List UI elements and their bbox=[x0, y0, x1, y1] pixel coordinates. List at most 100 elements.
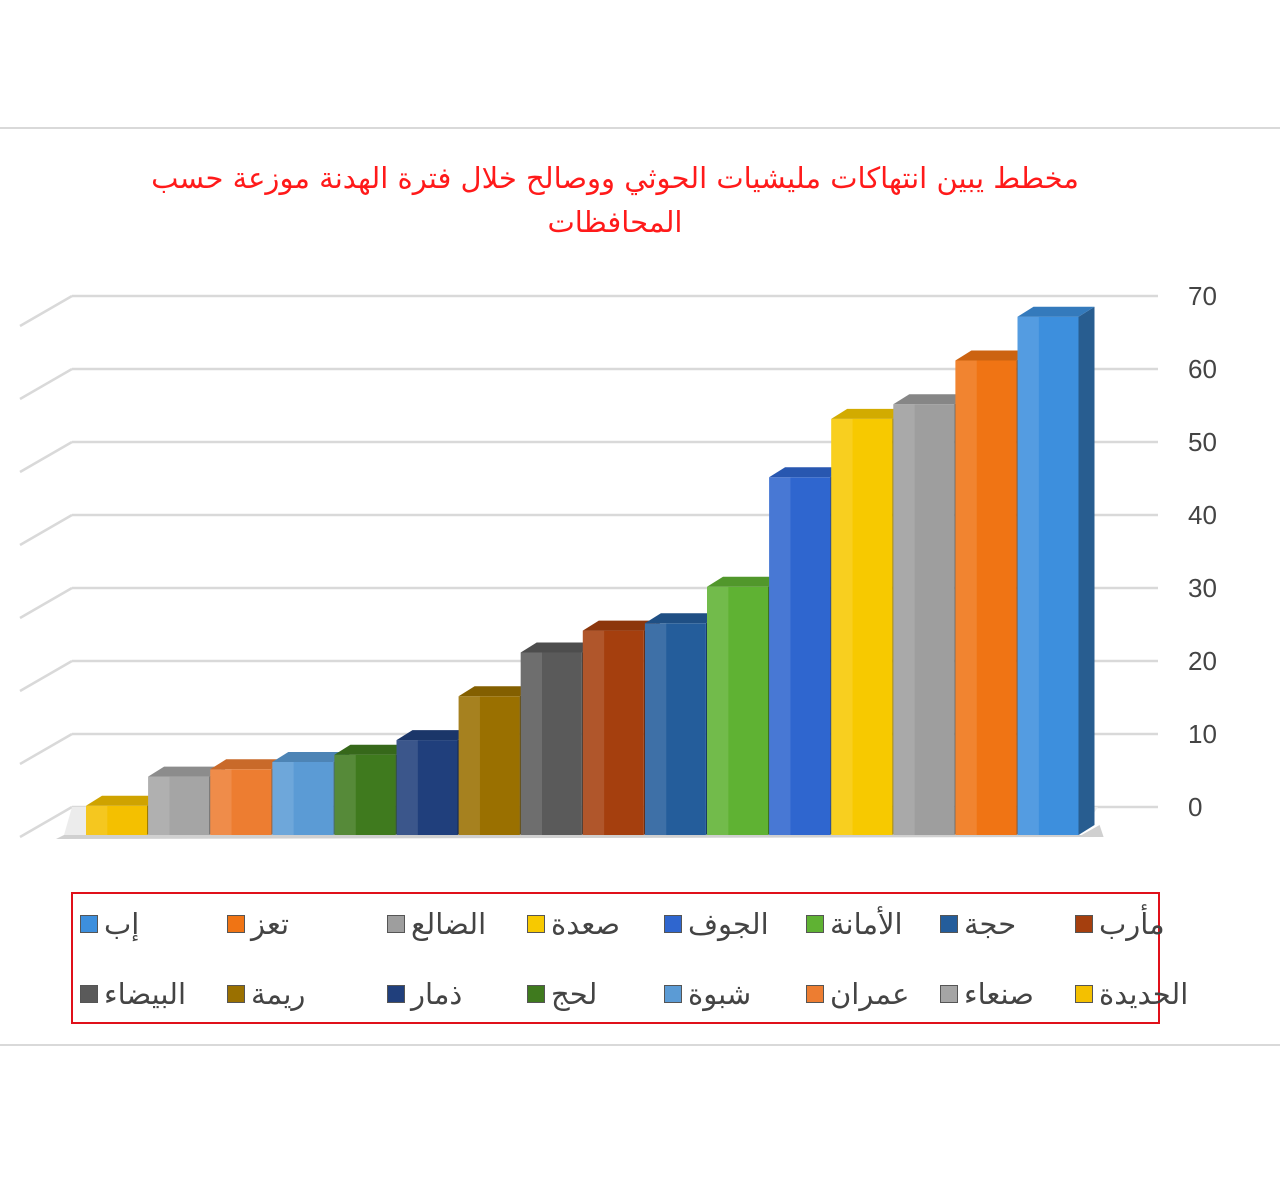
bar-8 bbox=[520, 642, 598, 835]
legend-label: ريمة bbox=[251, 977, 306, 1011]
bar-top bbox=[893, 394, 971, 405]
legend-swatch bbox=[806, 915, 824, 933]
bar-top bbox=[769, 467, 847, 478]
bar-top bbox=[334, 744, 412, 755]
bar-front bbox=[644, 623, 706, 835]
legend-label: إب bbox=[104, 907, 140, 941]
bar-top bbox=[148, 766, 226, 777]
bar-highlight bbox=[86, 805, 108, 835]
bar-front bbox=[520, 652, 582, 835]
side-gridline bbox=[19, 440, 73, 474]
legend-swatch bbox=[387, 985, 405, 1003]
y-tick-label: 60 bbox=[1188, 354, 1217, 384]
legend-label: الحديدة bbox=[1099, 977, 1189, 1011]
bar-top bbox=[582, 620, 660, 631]
bar-highlight bbox=[458, 696, 480, 835]
bar-top bbox=[831, 408, 909, 419]
legend-label: الضالع bbox=[411, 907, 487, 941]
legend-swatch bbox=[80, 985, 98, 1003]
bar-chart: 0 10 20 30 40 50 60 70 bbox=[19, 281, 1217, 839]
bar-top bbox=[396, 730, 474, 741]
legend-item: عمران bbox=[806, 974, 909, 1014]
bar-top bbox=[458, 686, 536, 697]
bar-highlight bbox=[644, 623, 667, 835]
bar-2 bbox=[148, 766, 226, 835]
legend-label: صنعاء bbox=[964, 977, 1034, 1011]
legend-item: ذمار bbox=[387, 974, 462, 1014]
bar-5 bbox=[334, 744, 412, 835]
legend-swatch bbox=[227, 915, 245, 933]
legend-item: مأرب bbox=[1075, 904, 1165, 944]
legend-item: الحديدة bbox=[1075, 974, 1188, 1014]
y-tick-label: 40 bbox=[1188, 500, 1217, 530]
side-gridline bbox=[19, 805, 73, 839]
chart-legend: الحديدة صنعاء عمران شبوة لحج ذمار ريمة البيضاء م… bbox=[71, 892, 1188, 1024]
bar-highlight bbox=[831, 418, 853, 835]
legend-label: ذمار bbox=[411, 977, 463, 1011]
legend-swatch bbox=[940, 985, 958, 1003]
legend-item: لحج bbox=[527, 974, 597, 1014]
bar-highlight bbox=[707, 586, 729, 835]
legend-item: حجة bbox=[940, 904, 1016, 944]
bottom-frame-line bbox=[0, 1044, 1280, 1046]
top-frame-line bbox=[0, 127, 1280, 129]
bar-top bbox=[1017, 306, 1095, 317]
y-tick-label: 10 bbox=[1188, 719, 1217, 749]
legend-swatch bbox=[940, 915, 958, 933]
bar-highlight bbox=[334, 754, 356, 835]
legend-label: تعز bbox=[251, 907, 290, 941]
bar-side bbox=[1078, 306, 1095, 835]
bar-front bbox=[210, 769, 272, 835]
bar-top bbox=[520, 642, 598, 653]
legend-swatch bbox=[806, 985, 824, 1003]
y-tick-label: 20 bbox=[1188, 646, 1217, 676]
bar-highlight bbox=[396, 740, 418, 835]
legend-swatch bbox=[227, 985, 245, 1003]
legend-swatch bbox=[1075, 985, 1093, 1003]
legend-label: مأرب bbox=[1099, 907, 1165, 941]
legend-label: عمران bbox=[830, 977, 910, 1011]
legend-swatch bbox=[527, 985, 545, 1003]
legend-item: صنعاء bbox=[940, 974, 1034, 1014]
side-gridline bbox=[19, 659, 73, 693]
legend-item: صعدة bbox=[527, 904, 620, 944]
y-tick-label: 70 bbox=[1188, 281, 1217, 311]
chart-title: مخطط يبين انتهاكات مليشيات الحوثي ووصالح… bbox=[151, 161, 1079, 239]
bar-top bbox=[210, 759, 288, 770]
bar-highlight bbox=[1017, 316, 1039, 835]
legend-swatch bbox=[80, 915, 98, 933]
bar-front bbox=[831, 418, 893, 835]
side-gridline bbox=[19, 294, 73, 328]
bar-highlight bbox=[582, 630, 605, 835]
bar-highlight bbox=[272, 762, 294, 835]
legend-item: شبوة bbox=[664, 974, 751, 1014]
bar-top bbox=[272, 752, 350, 762]
y-tick-label: 0 bbox=[1188, 792, 1202, 822]
side-gridline bbox=[19, 513, 73, 547]
bar-front bbox=[396, 740, 458, 835]
side-gridline bbox=[19, 586, 73, 620]
legend-swatch bbox=[527, 915, 545, 933]
side-gridline bbox=[19, 367, 73, 401]
legend-item: الضالع bbox=[387, 904, 486, 944]
bar-front bbox=[1017, 316, 1079, 835]
y-tick-label: 30 bbox=[1188, 573, 1217, 603]
bar-front bbox=[707, 586, 768, 835]
legend-item: الأمانة bbox=[806, 904, 903, 944]
legend-swatch bbox=[1075, 915, 1093, 933]
bar-16 bbox=[1017, 306, 1095, 835]
bar-front bbox=[334, 754, 396, 835]
side-gridline bbox=[19, 732, 73, 766]
legend-label: الأمانة bbox=[830, 907, 903, 941]
legend-item: الجوف bbox=[664, 904, 769, 944]
bar-highlight bbox=[148, 776, 170, 835]
legend-item: البيضاء bbox=[80, 974, 186, 1014]
legend-swatch bbox=[664, 915, 682, 933]
floor-edge bbox=[56, 825, 1104, 839]
legend-swatch bbox=[387, 915, 405, 933]
bar-highlight bbox=[520, 652, 543, 835]
bar-highlight bbox=[955, 360, 977, 835]
bar-top bbox=[86, 795, 163, 806]
bar-front bbox=[148, 776, 210, 835]
legend-item: تعز bbox=[227, 904, 289, 944]
